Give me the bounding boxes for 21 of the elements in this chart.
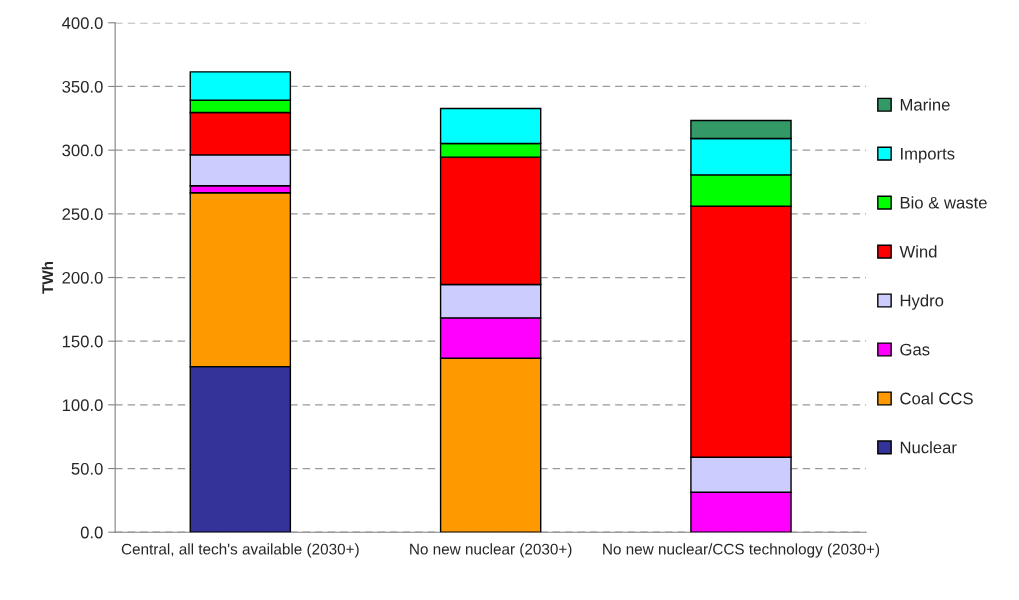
y-tick-label: 400.0 [62,17,103,29]
x-tick-label: No new nuclear/CCS technology (2030+) [603,543,880,558]
legend-label: Gas [900,343,930,356]
legend-label: Wind [899,245,937,258]
y-axis-title: TWh [41,261,53,294]
legend-label: Marine [900,98,950,111]
y-tick-label: 350.0 [62,80,103,93]
y-tick-label: 100.0 [62,399,103,412]
x-tick-label: Central, all tech's available (2030+) [121,543,359,558]
legend-label: Hydro [900,294,944,310]
y-tick-label: 150.0 [62,335,103,348]
y-tick-label: 300.0 [62,144,103,157]
y-tick-label: 0.0 [80,526,103,539]
legend-label: Nuclear [900,441,957,454]
y-tick-label: 250.0 [62,208,103,221]
legend-label: Coal CCS [900,392,973,405]
y-tick-label: 200.0 [62,271,103,284]
legend-label: Imports [901,147,955,163]
x-tick-label: No new nuclear (2030+) [410,543,572,558]
legend-label: Bio & waste [900,196,987,209]
y-tick-label: 50.0 [71,462,103,475]
